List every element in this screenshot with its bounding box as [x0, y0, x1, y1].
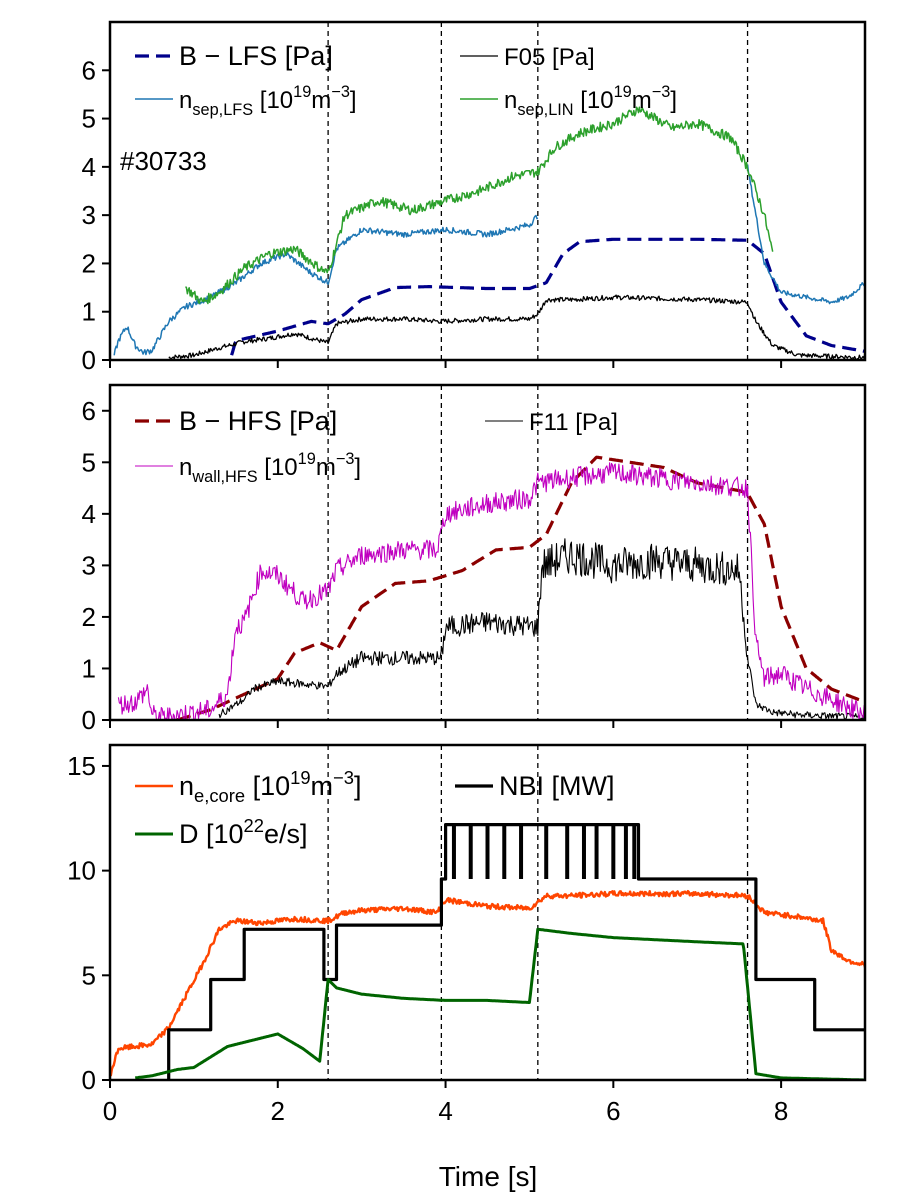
panel-middle: 0 1 2 3 4 5 6 B − HFS [Pa] F11 [Pa] nwall,HFS [10…: [82, 383, 867, 735]
panel-top: 0 1 2 3 4 5 6 B − LFS [Pa] F05 [Pa] nsep,LFS [101…: [82, 20, 867, 375]
series-n_wall_HFS: [117, 462, 865, 720]
x-axis-label: Time [s]: [439, 1161, 538, 1192]
x-tick-label: 4: [438, 1096, 452, 1126]
series-F05: [168, 294, 865, 360]
series-n_sep_LFS: [113, 214, 539, 356]
series-n_e_core: [110, 889, 865, 1077]
y-tick-label: 6: [82, 55, 96, 85]
y-tick-label: 15: [67, 751, 96, 781]
series-D: [134, 927, 865, 1080]
x-tick-label: 0: [103, 1096, 117, 1126]
legend-label-n_sep_LIN: nsep,LIN [1019m−3]: [504, 83, 677, 119]
legend-label-D: D [1022e/s]: [179, 815, 308, 849]
y-tick-label: 5: [82, 960, 96, 990]
legend-label-F11: F11 [Pa]: [529, 409, 618, 436]
x-tick-label: 2: [271, 1096, 285, 1126]
y-tick-label: 4: [82, 499, 96, 529]
axes-frame: [108, 743, 867, 1082]
legend-label-F05: F05 [Pa]: [504, 44, 595, 71]
series-n_sep_LIN: [184, 106, 774, 305]
axes-frame: [108, 20, 867, 362]
legend-label-B-LFS: B − LFS [Pa]: [179, 41, 333, 71]
panel-bottom: 0 5 10 15 0 2 4 6 8 ne,core [1019m−3] NBI [MW] D [1…: [67, 743, 867, 1126]
x-tick-label: 6: [606, 1096, 620, 1126]
y-tick-label: 3: [82, 200, 96, 230]
x-tick-label: 8: [774, 1096, 788, 1126]
shot-label: #30733: [120, 146, 207, 176]
series-n_sep_LFS_tail: [746, 164, 865, 305]
y-tick-label: 4: [82, 152, 96, 182]
y-tick-label: 0: [82, 1065, 96, 1095]
y-tick-label: 3: [82, 550, 96, 580]
legend-label-B-HFS: B − HFS [Pa]: [179, 406, 337, 436]
y-tick-label: 5: [82, 104, 96, 134]
legend-label-n_e_core: ne,core [1019m−3]: [179, 767, 361, 806]
series-B-LFS: [230, 237, 865, 356]
y-tick-label: 0: [82, 705, 96, 735]
y-tick-label: 2: [82, 602, 96, 632]
legend-label-n_sep_LFS: nsep,LFS [1019m−3]: [179, 83, 357, 119]
series-NBI: [167, 823, 865, 1080]
y-tick-label: 1: [82, 297, 96, 327]
series-B-HFS: [176, 455, 865, 720]
y-tick-label: 2: [82, 248, 96, 278]
y-tick-label: 6: [82, 396, 96, 426]
legend-label-n_wall_HFS: nwall,HFS [1019m−3]: [179, 450, 361, 486]
axes-frame: [108, 383, 867, 722]
series-F11: [218, 538, 865, 720]
y-tick-label: 1: [82, 653, 96, 683]
y-tick-label: 0: [82, 345, 96, 375]
legend-label-NBI: NBI [MW]: [499, 771, 615, 801]
y-tick-label: 5: [82, 447, 96, 477]
y-tick-label: 10: [67, 856, 96, 886]
